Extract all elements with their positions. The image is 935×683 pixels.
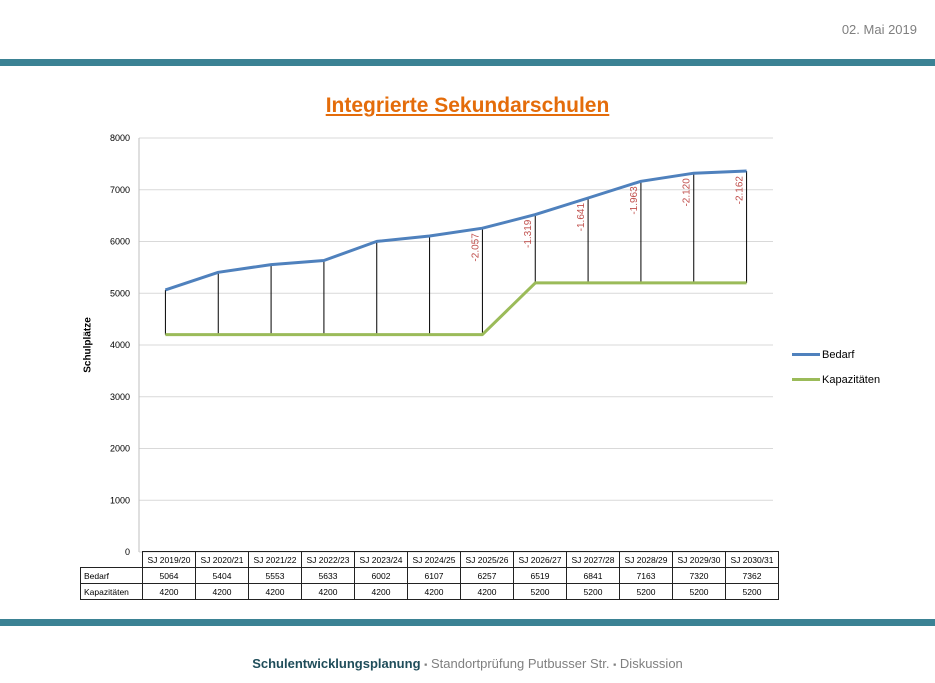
table-category-cell: SJ 2024/25 — [407, 551, 461, 568]
table-category-cell: SJ 2025/26 — [460, 551, 514, 568]
legend: Bedarf Kapazitäten — [792, 348, 880, 398]
data-table: SJ 2019/20 SJ 2020/21 SJ 2021/22 SJ 2022/23… — [80, 551, 779, 600]
gap-annotation: -2.057 — [470, 233, 481, 262]
footer-main: Schulentwicklungsplanung — [252, 656, 421, 671]
table-category-cell: SJ 2027/28 — [566, 551, 620, 568]
gap-annotations: -2.057 -1.319 -1.641 -1.963 -2.120 -2.162 — [470, 176, 745, 262]
table-value-cell: 7362 — [725, 567, 779, 584]
table-value-cell: 4200 — [354, 583, 408, 600]
gap-lines — [164, 171, 748, 335]
table-category-cell: SJ 2019/20 — [142, 551, 196, 568]
y-tick-label: 8000 — [110, 133, 130, 143]
table-value-cell: 5064 — [142, 567, 196, 584]
chart-title: Integrierte Sekundarschulen — [325, 94, 610, 117]
table-value-cell: 5553 — [248, 567, 302, 584]
legend-item-kapazitaeten: Kapazitäten — [792, 373, 880, 386]
table-value-cell: 6257 — [460, 567, 514, 584]
gap-annotation: -2.120 — [682, 178, 693, 207]
table-row-label: Kapazitäten — [80, 583, 143, 600]
legend-label-kapazitaeten: Kapazitäten — [822, 373, 881, 386]
table-value-cell: 4200 — [248, 583, 302, 600]
table-value-cell: 6519 — [513, 567, 567, 584]
gridlines — [138, 137, 773, 553]
table-corner — [81, 552, 143, 568]
y-tick-label: 2000 — [110, 444, 130, 454]
footer-separator: ▪ — [613, 659, 617, 670]
table-row-label: Bedarf — [80, 567, 143, 584]
table-row-kapazitaeten: Kapazitäten 4200 4200 4200 4200 4200 4200 4200… — [80, 583, 779, 600]
y-tick-label: 7000 — [110, 185, 130, 195]
table-category-cell: SJ 2029/30 — [672, 551, 726, 568]
gap-annotation: -1.641 — [576, 203, 587, 232]
table-category-cell: SJ 2030/31 — [725, 551, 779, 568]
table-category-cell: SJ 2028/29 — [619, 551, 673, 568]
table-value-cell: 5633 — [301, 567, 355, 584]
table-value-cell: 5200 — [725, 583, 779, 600]
legend-swatch-bedarf — [792, 353, 820, 356]
legend-swatch-kapazitaeten — [792, 378, 820, 381]
footer-part2: Standortprüfung Putbusser Str. — [430, 656, 610, 671]
table-value-cell: 5200 — [619, 583, 673, 600]
bottom-accent-band — [0, 619, 935, 626]
table-row-bedarf: Bedarf 5064 5404 5553 5633 6002 6107 6257 6519 6… — [80, 567, 779, 584]
table-value-cell: 7163 — [619, 567, 673, 584]
y-tick-label: 4000 — [110, 340, 130, 350]
gap-annotation: -1.963 — [629, 186, 640, 215]
legend-item-bedarf: Bedarf — [792, 348, 880, 361]
footer-part3: Diskussion — [619, 656, 683, 671]
table-value-cell: 5404 — [195, 567, 249, 584]
gap-annotation: -1.319 — [523, 219, 534, 248]
table-value-cell: 4200 — [460, 583, 514, 600]
top-accent-band — [0, 59, 935, 66]
gap-annotation: -2.162 — [735, 176, 746, 205]
table-category-cell: SJ 2022/23 — [301, 551, 355, 568]
table-value-cell: 5200 — [566, 583, 620, 600]
table-category-cell: SJ 2020/21 — [195, 551, 249, 568]
series-lines — [164, 169, 747, 337]
table-header-row: SJ 2019/20 SJ 2020/21 SJ 2021/22 SJ 2022/23… — [81, 551, 779, 568]
table-value-cell: 4200 — [142, 583, 196, 600]
legend-label-bedarf: Bedarf — [822, 348, 855, 361]
table-value-cell: 4200 — [301, 583, 355, 600]
y-axis-label: Schulplätze — [82, 317, 94, 373]
table-value-cell: 7320 — [672, 567, 726, 584]
y-tick-label: 1000 — [110, 495, 130, 505]
table-category-cell: SJ 2023/24 — [354, 551, 408, 568]
series-line-kapazitaeten — [165, 281, 747, 337]
y-tick-label: 6000 — [110, 237, 130, 247]
table-value-cell: 6107 — [407, 567, 461, 584]
y-tick-label: 3000 — [110, 392, 130, 402]
y-tick-label: 5000 — [110, 288, 130, 298]
table-category-cell: SJ 2021/22 — [248, 551, 302, 568]
footer-separator: ▪ — [424, 659, 428, 670]
table-value-cell: 4200 — [195, 583, 249, 600]
footer: Schulentwicklungsplanung ▪ Standortprüfu… — [0, 656, 935, 671]
table-value-cell: 6002 — [354, 567, 408, 584]
series-line-bedarf — [164, 169, 747, 292]
table-category-cell: SJ 2026/27 — [513, 551, 567, 568]
y-tick-labels: 0 1000 2000 3000 4000 5000 6000 7000 8000 — [110, 133, 130, 557]
table-value-cell: 4200 — [407, 583, 461, 600]
table-value-cell: 6841 — [566, 567, 620, 584]
table-value-cell: 5200 — [672, 583, 726, 600]
date-label: 02. Mai 2019 — [841, 22, 917, 37]
table-value-cell: 5200 — [513, 583, 567, 600]
y-tick-label: 0 — [125, 547, 130, 557]
